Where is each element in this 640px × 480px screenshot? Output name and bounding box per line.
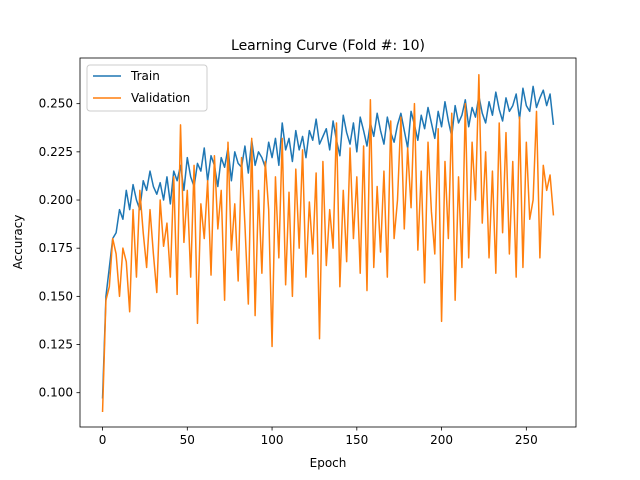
y-tick-label: 0.200 [39, 193, 73, 207]
chart-title: Learning Curve (Fold #: 10) [231, 38, 425, 54]
series-line-validation [101, 74, 555, 412]
x-tick-label: 200 [430, 433, 453, 447]
y-tick-label: 0.225 [39, 145, 73, 159]
y-tick-label: 0.150 [39, 289, 73, 303]
axes-frame [79, 57, 577, 428]
x-tick-label: 150 [345, 433, 368, 447]
plot-area: 0 50 100 150 200 250 0.100 0.125 0.150 0.175 0.200… [39, 57, 577, 447]
y-axis-label: Accuracy [11, 215, 25, 270]
x-tick-label: 100 [261, 433, 284, 447]
y-tick-label: 0.175 [39, 241, 73, 255]
x-tick-label: 0 [99, 433, 107, 447]
legend: Train Validation [86, 64, 208, 112]
legend-label-validation: Validation [131, 91, 190, 105]
x-tick-label: 250 [515, 433, 538, 447]
y-tick-label: 0.250 [39, 97, 73, 111]
x-tick-label: 50 [180, 433, 195, 447]
legend-label-train: Train [130, 69, 160, 83]
y-tick-label: 0.125 [39, 338, 73, 352]
x-axis-label: Epoch [310, 456, 347, 470]
y-tick-label: 0.100 [39, 386, 73, 400]
